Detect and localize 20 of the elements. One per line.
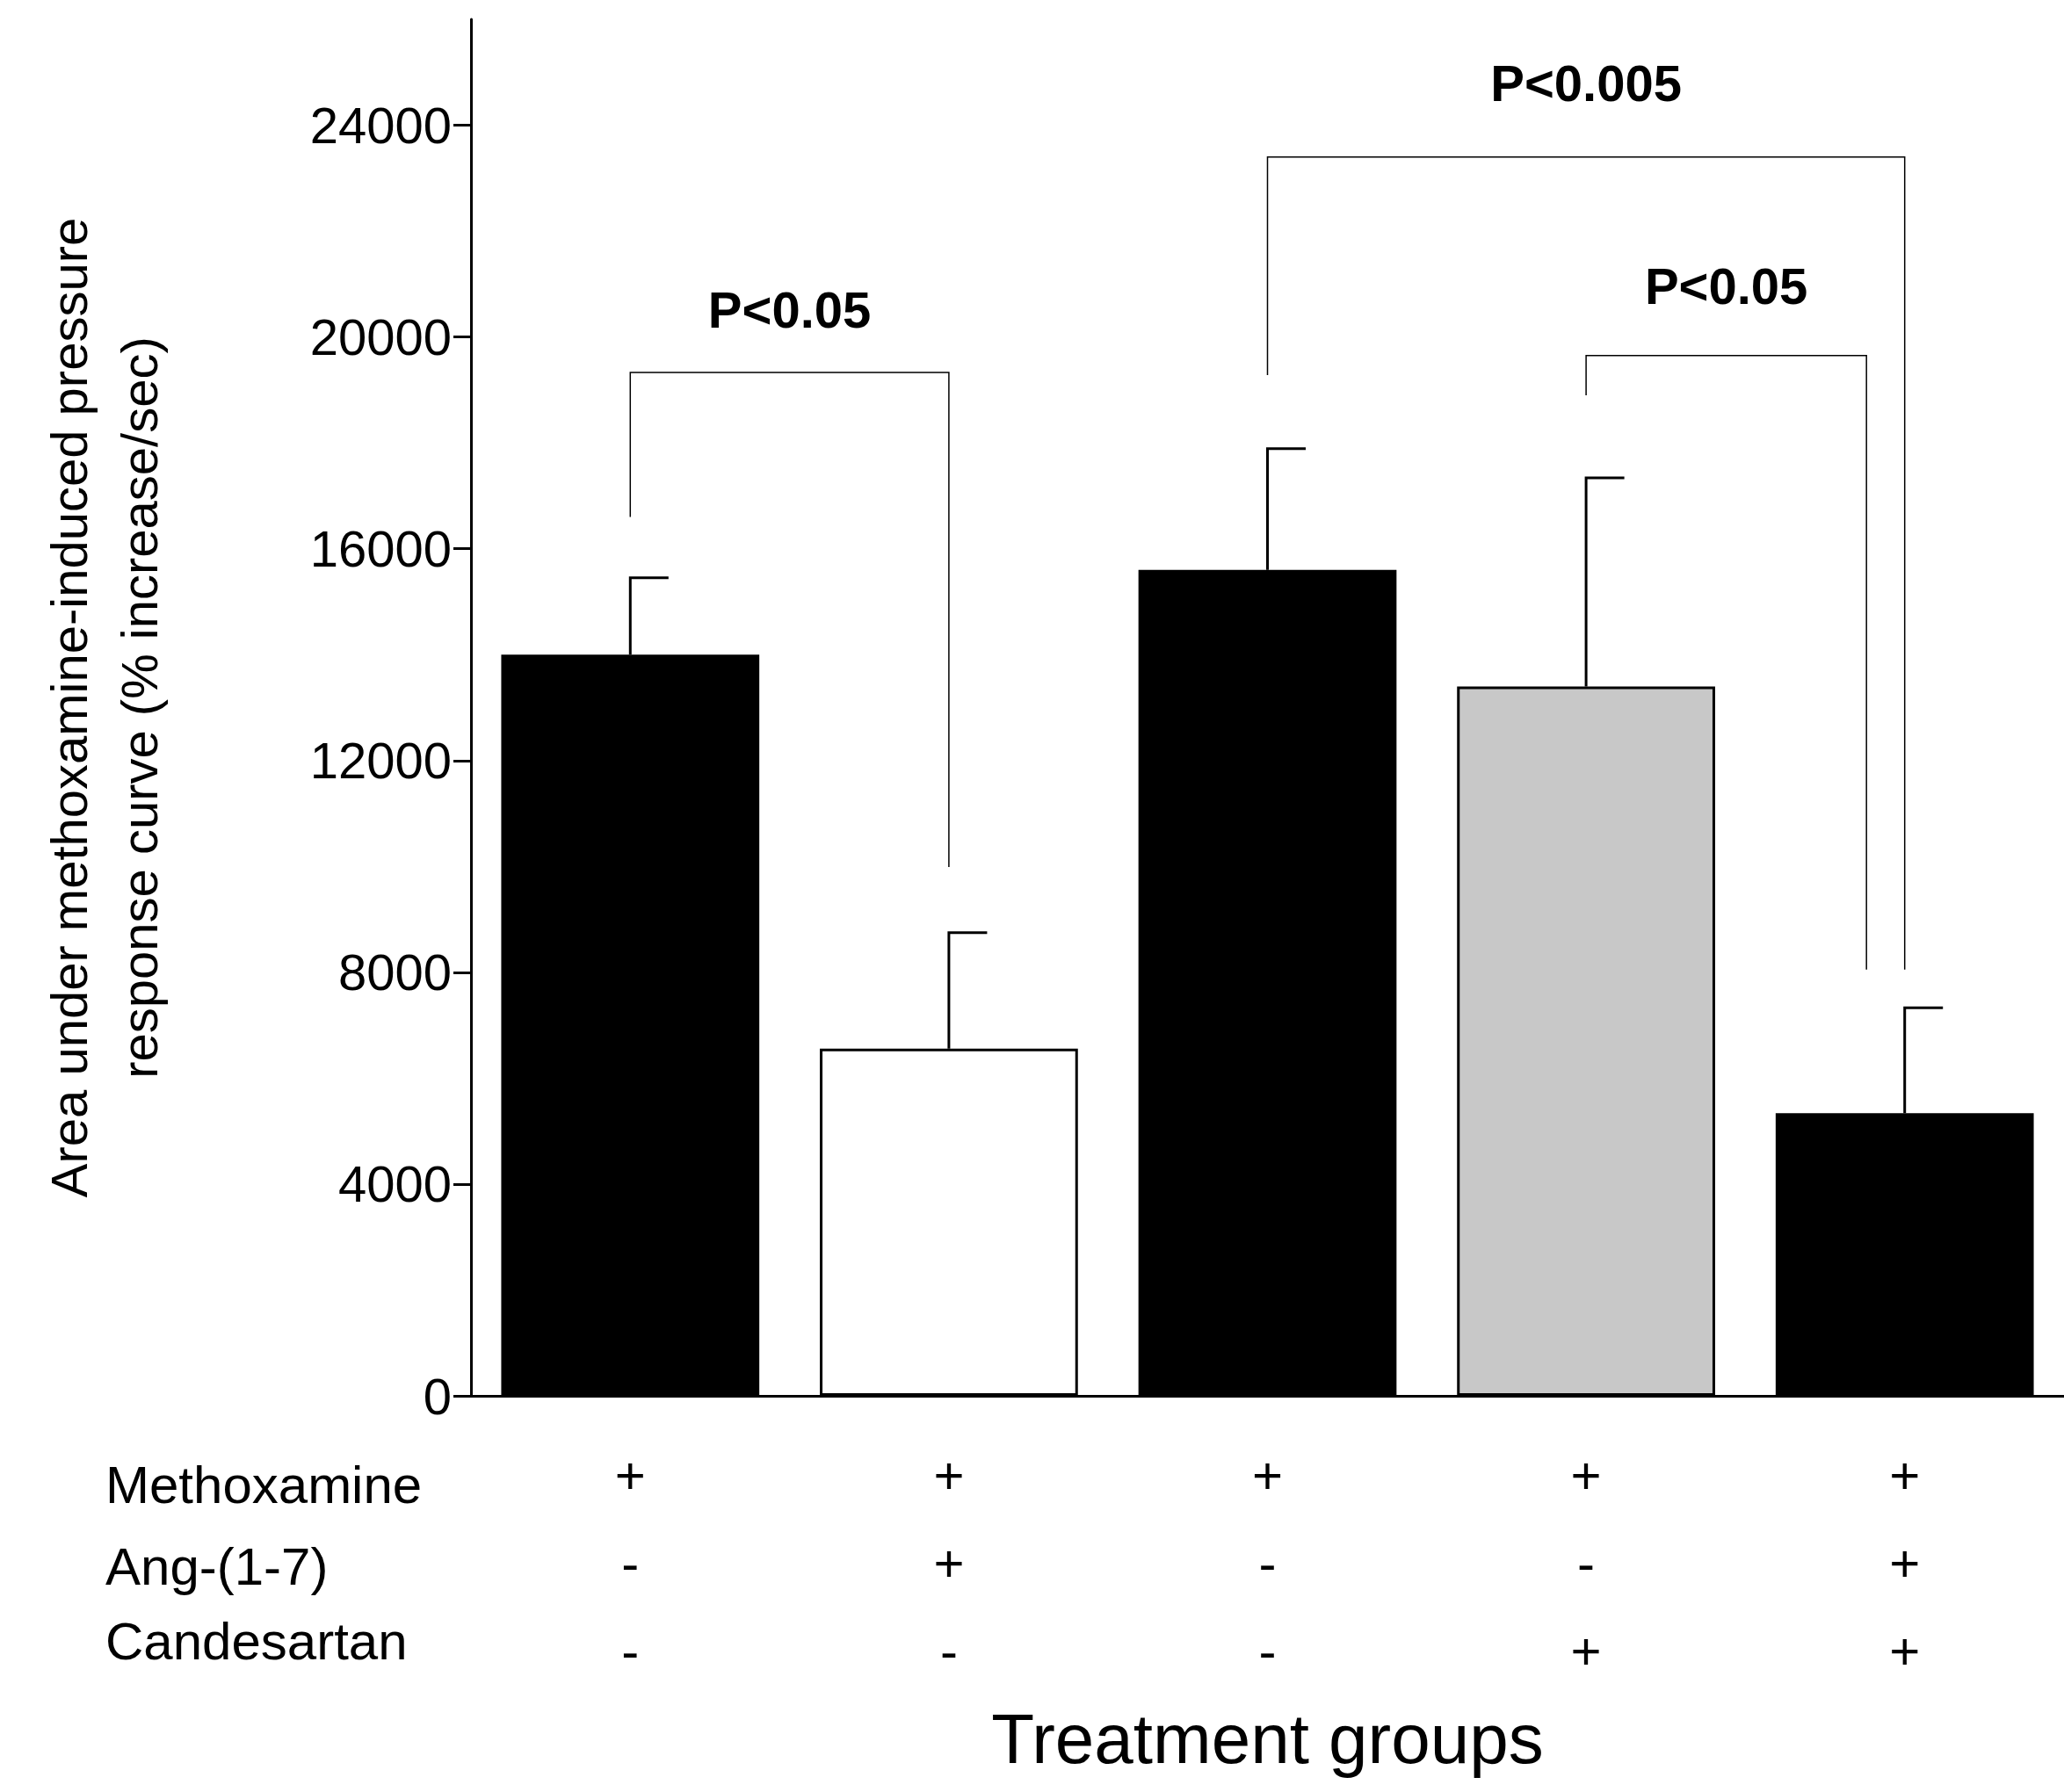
y-tick-label: 24000 xyxy=(309,97,452,155)
y-tick-label: 8000 xyxy=(337,943,452,1001)
annotation: P<0.05 xyxy=(1644,257,1808,314)
y-tick-label: 12000 xyxy=(309,732,452,790)
text: Methoxamine xyxy=(105,1455,423,1514)
x-tick-label: + - - xyxy=(614,1445,646,1680)
x-axis-title: Treatment groups xyxy=(991,1699,1544,1778)
x-tick-label: + + - xyxy=(933,1445,965,1680)
y-tick-label: 0 xyxy=(423,1367,452,1425)
x-tick-label: + - - xyxy=(1251,1445,1284,1680)
annotation: P<0.005 xyxy=(1490,54,1682,112)
text: Ang-(1-7) xyxy=(105,1536,329,1596)
y-tick-label: 16000 xyxy=(309,520,452,578)
annotation: P<0.05 xyxy=(707,280,872,338)
y-axis-title: Area under methoxamine-induced pressure response curve (% increase/sec) xyxy=(40,217,168,1198)
y-tick-label: 4000 xyxy=(337,1155,452,1213)
x-tick-label: + + + xyxy=(1889,1445,1921,1680)
x-tick-label: + - + xyxy=(1570,1445,1602,1680)
y-tick-label: 20000 xyxy=(309,308,452,366)
text: Candesartan xyxy=(105,1611,408,1671)
